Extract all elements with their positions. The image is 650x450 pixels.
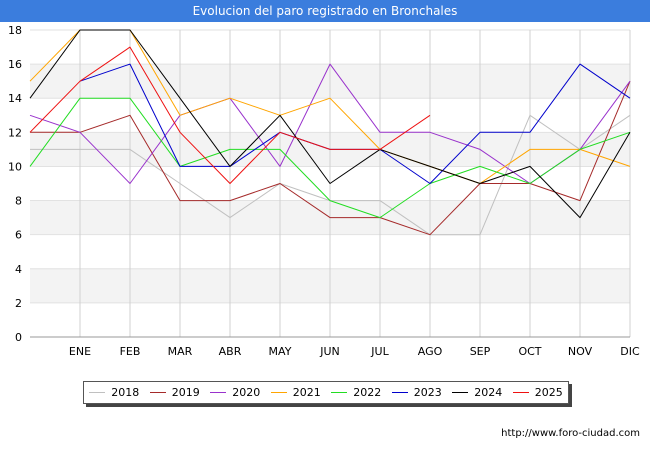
x-tick-label: JUN — [319, 345, 340, 358]
x-tick-label: MAY — [269, 345, 292, 358]
y-tick-label: 12 — [8, 126, 22, 139]
legend-item-2019: 2019 — [149, 386, 200, 399]
x-tick-label: ENE — [69, 345, 91, 358]
legend-swatch — [270, 392, 287, 393]
series-lines — [29, 29, 631, 236]
y-tick-label: 18 — [8, 24, 22, 37]
y-axis-ticks: 0 2 4 6 8 10 12 14 16 18 — [8, 24, 22, 344]
legend-label: 2024 — [474, 386, 503, 399]
legend-label: 2022 — [353, 386, 382, 399]
y-tick-label: 6 — [15, 229, 22, 242]
y-tick-label: 0 — [15, 331, 22, 344]
series-line-2024 — [29, 29, 631, 219]
x-axis-ticks: ENE FEB MAR ABR MAY JUN JUL AGO SEP OCT NOV DIC — [69, 345, 640, 358]
chart-title: Evolucion del paro registrado en Broncha… — [0, 0, 650, 22]
legend-swatch — [391, 392, 408, 393]
y-tick-label: 2 — [15, 297, 22, 310]
legend-label: 2020 — [232, 386, 261, 399]
legend-item-2023: 2023 — [391, 386, 442, 399]
y-tick-label: 4 — [15, 263, 22, 276]
series-line-2022 — [29, 97, 631, 219]
x-tick-label: JUL — [370, 345, 389, 358]
legend-label: 2025 — [534, 386, 563, 399]
x-tick-label: DIC — [620, 345, 640, 358]
x-tick-label: OCT — [518, 345, 541, 358]
legend-swatch — [89, 392, 106, 393]
legend-item-2025: 2025 — [512, 386, 563, 399]
legend-swatch — [512, 392, 529, 393]
x-tick-label: ABR — [219, 345, 242, 358]
x-tick-label: MAR — [168, 345, 193, 358]
legend-item-2021: 2021 — [270, 386, 321, 399]
footer-url: http://www.foro-ciudad.com — [501, 428, 640, 439]
legend-swatch — [149, 392, 166, 393]
y-tick-label: 8 — [15, 195, 22, 208]
y-tick-label: 16 — [8, 58, 22, 71]
legend-swatch — [331, 392, 348, 393]
legend-swatch — [210, 392, 227, 393]
legend-label: 2019 — [171, 386, 200, 399]
legend: 2018 2019 2020 2021 2022 2023 2024 2025 — [83, 381, 569, 404]
legend-swatch — [452, 392, 469, 393]
x-tick-label: FEB — [120, 345, 141, 358]
y-tick-label: 14 — [8, 92, 22, 105]
grid-lines — [30, 29, 631, 338]
legend-label: 2021 — [292, 386, 321, 399]
y-tick-label: 10 — [8, 160, 22, 173]
legend-item-2020: 2020 — [210, 386, 260, 399]
legend-label: 2023 — [413, 386, 442, 399]
x-tick-label: NOV — [568, 345, 593, 358]
series-line-2025 — [29, 46, 431, 184]
x-tick-label: SEP — [470, 345, 491, 358]
legend-label: 2018 — [111, 386, 140, 399]
line-chart: 0 2 4 6 8 10 12 14 16 18 ENE FEB MAR ABR MAY JUN JUL AGO… — [8, 24, 640, 358]
legend-item-2018: 2018 — [89, 386, 139, 399]
legend-item-2024: 2024 — [452, 386, 502, 399]
x-tick-label: AGO — [418, 345, 443, 358]
legend-item-2022: 2022 — [331, 386, 381, 399]
